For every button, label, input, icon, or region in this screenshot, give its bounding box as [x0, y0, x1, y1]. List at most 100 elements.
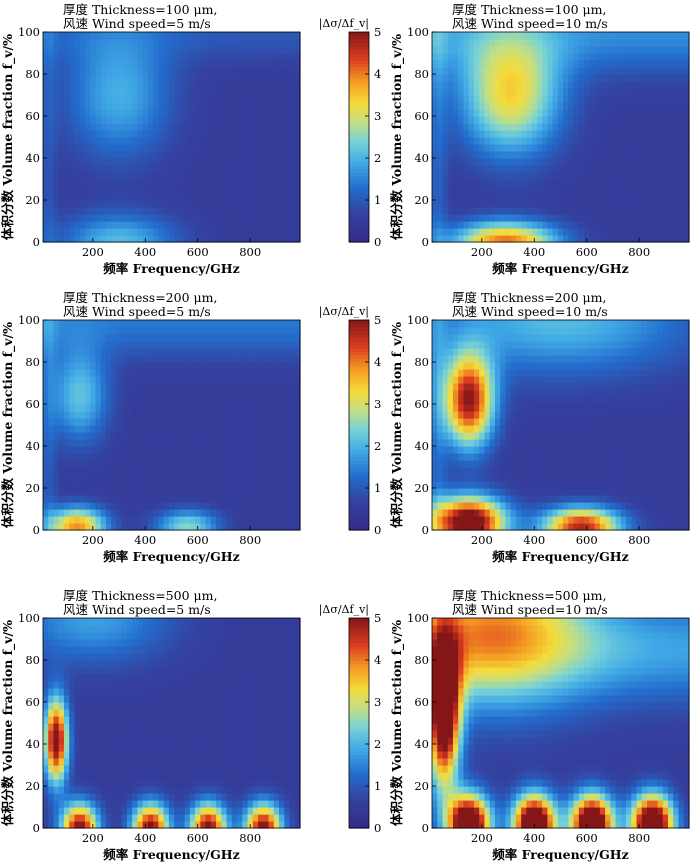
heatmap-cell [95, 362, 102, 370]
heatmap-cell [284, 193, 291, 201]
heatmap-cell [521, 95, 527, 103]
heatmap-cell [247, 74, 254, 82]
heatmap-cell [179, 137, 186, 145]
heatmap-cell [447, 39, 454, 47]
heatmap-cell [258, 228, 264, 236]
heatmap-cell [452, 432, 459, 440]
heatmap-cell [205, 228, 212, 236]
heatmap-cell [231, 158, 238, 166]
heatmap-cell [58, 467, 65, 475]
heatmap-cell [242, 109, 249, 117]
heatmap-cell [163, 123, 170, 131]
heatmap-cell [210, 214, 217, 222]
heatmap-cell [284, 67, 291, 75]
heatmap-cell [589, 53, 596, 61]
heatmap-cell [105, 172, 112, 180]
heatmap-cell [184, 460, 191, 468]
heatmap-cell [662, 144, 669, 152]
heatmap-cell [479, 481, 486, 489]
heatmap-cell [473, 348, 480, 356]
heatmap-cell [48, 411, 55, 419]
heatmap-cell [216, 460, 222, 468]
heatmap-cell [279, 453, 285, 461]
heatmap-cell [205, 39, 212, 47]
heatmap-cell [242, 320, 249, 328]
heatmap-cell [599, 172, 606, 180]
heatmap-cell [599, 193, 606, 201]
heatmap-cell [463, 186, 470, 194]
heatmap-cell [48, 67, 55, 75]
heatmap-cell [610, 123, 617, 131]
heatmap-cell [58, 523, 65, 531]
heatmap-cell [294, 67, 301, 75]
heatmap-cell [289, 151, 296, 159]
heatmap-cell [174, 432, 180, 440]
heatmap-cell [573, 235, 580, 243]
heatmap-cell [63, 439, 70, 447]
heatmap-cell [615, 165, 622, 173]
heatmap-cell [121, 516, 128, 524]
heatmap-cell [442, 320, 449, 328]
y-tick-label: 100 [18, 25, 40, 39]
heatmap-cell [610, 39, 617, 47]
heatmap-cell [90, 488, 97, 496]
heatmap-cell [578, 60, 585, 68]
heatmap-cell [273, 341, 280, 349]
heatmap-cell [584, 116, 590, 124]
heatmap-cell [594, 95, 601, 103]
heatmap-cell [111, 200, 118, 208]
heatmap-cell [505, 67, 512, 75]
heatmap-cell [142, 81, 149, 89]
heatmap-cell [79, 397, 86, 405]
heatmap-cell [53, 418, 60, 426]
heatmap-cell [268, 474, 275, 482]
heatmap-cell [479, 509, 486, 517]
heatmap-cell [231, 207, 238, 215]
heatmap-cell [158, 60, 165, 68]
heatmap-cell [536, 186, 543, 194]
heatmap-cell [168, 523, 175, 531]
heatmap-cell [137, 327, 144, 335]
heatmap-cell [479, 193, 486, 201]
heatmap-cell [84, 341, 91, 349]
heatmap-cell [647, 207, 653, 215]
heatmap-cell [137, 193, 144, 201]
heatmap-cell [452, 95, 459, 103]
heatmap-cell [468, 207, 475, 215]
heatmap-cell [479, 130, 486, 138]
heatmap-cell [242, 221, 249, 229]
heatmap-cell [63, 95, 70, 103]
heatmap-cell [189, 32, 196, 40]
heatmap-cell [678, 179, 685, 187]
heatmap-cell [473, 327, 480, 335]
heatmap-cell [205, 348, 212, 356]
heatmap-cell [479, 144, 486, 152]
heatmap-cell [458, 418, 465, 426]
heatmap-cell [121, 467, 128, 475]
heatmap-cell [258, 502, 264, 510]
heatmap-cell [500, 158, 507, 166]
y-tick-label: 80 [25, 67, 40, 81]
heatmap-cell [258, 376, 264, 384]
heatmap-cell [252, 341, 259, 349]
heatmap-cell [216, 523, 222, 531]
heatmap-cell [63, 39, 70, 47]
heatmap-cell [515, 116, 522, 124]
heatmap-cell [184, 516, 191, 524]
heatmap-cell [210, 502, 217, 510]
heatmap-cell [610, 53, 617, 61]
heatmap-cell [237, 453, 243, 461]
heatmap-cell [557, 67, 564, 75]
heatmap-cell [184, 95, 191, 103]
heatmap-cell [174, 411, 180, 419]
heatmap-cell [142, 495, 149, 503]
heatmap-cell [216, 102, 222, 110]
heatmap-cell [163, 200, 170, 208]
heatmap-cell [158, 151, 165, 159]
heatmap-cell [48, 228, 55, 236]
heatmap-cell [610, 221, 617, 229]
heatmap-cell [573, 88, 580, 96]
heatmap-cell [289, 481, 296, 489]
heatmap-cell [252, 495, 259, 503]
colorbar-segment [349, 481, 369, 486]
